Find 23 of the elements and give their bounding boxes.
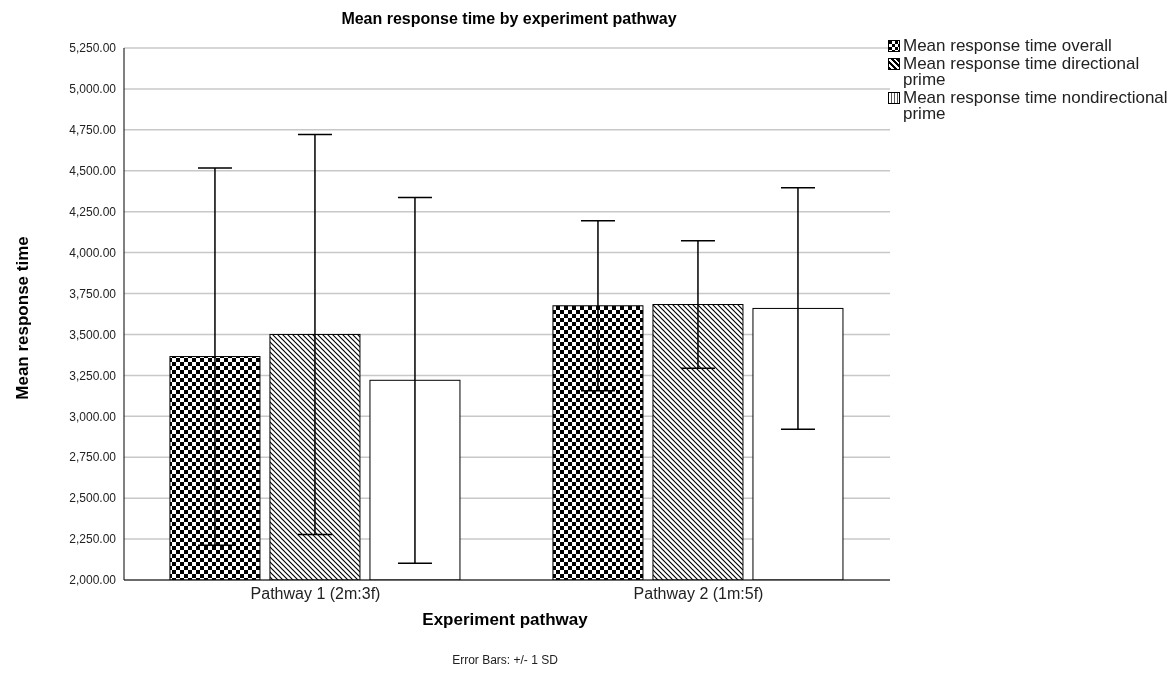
y-tick-label: 2,000.00 — [69, 573, 117, 588]
y-tick-label: 3,750.00 — [69, 286, 117, 301]
y-tick-label: 5,250.00 — [69, 41, 117, 56]
legend-label: Mean response time directional prime — [903, 54, 1141, 89]
x-tick-label: Pathway 2 (1m:5f) — [633, 585, 764, 603]
y-tick-label: 5,000.00 — [69, 82, 117, 97]
legend-label: Mean response time nondirectional prime — [903, 88, 1169, 123]
y-tick-label: 3,250.00 — [69, 368, 117, 383]
y-tick-label: 4,500.00 — [69, 164, 117, 179]
chart-title: Mean response time by experiment pathway — [340, 10, 678, 28]
y-tick-label: 3,000.00 — [69, 409, 117, 424]
y-tick-label: 4,750.00 — [69, 123, 117, 138]
y-tick-label: 2,750.00 — [69, 450, 117, 465]
y-tick-label: 3,500.00 — [69, 327, 117, 342]
y-axis-title: Mean response time — [13, 236, 33, 400]
y-tick-label: 2,500.00 — [69, 491, 117, 506]
x-axis-title: Experiment pathway — [421, 610, 589, 630]
y-tick-label: 4,250.00 — [69, 204, 117, 219]
y-tick-label: 2,250.00 — [69, 532, 117, 547]
legend-label: Mean response time overall — [903, 36, 1112, 55]
text: Error Bars: +/- 1 SD — [451, 653, 559, 667]
y-tick-label: 4,000.00 — [69, 245, 117, 260]
x-tick-label: Pathway 1 (2m:3f) — [250, 585, 381, 603]
